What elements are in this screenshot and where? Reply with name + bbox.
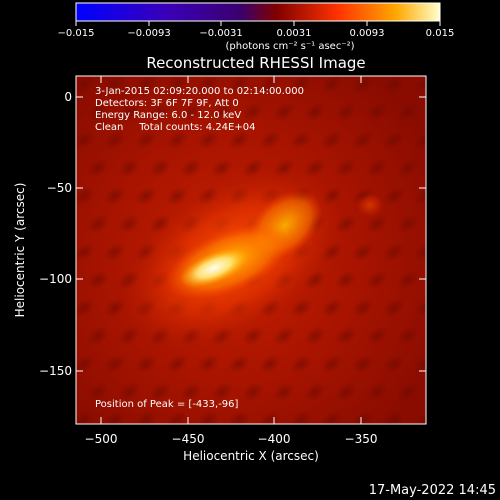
detectors-text: Detectors: 3F 6F 7F 9F, Att 0 [95,98,239,109]
colorbar-tick-label: 0.015 [426,28,455,39]
colorbar [75,2,441,22]
rhessi-image [76,76,426,424]
x-tick-label: −500 [85,432,118,446]
peak-position-text: Position of Peak = [-433,-96] [95,399,239,410]
timestamp: 17-May-2022 14:45 [369,483,496,498]
colorbar-tick-label: −0.015 [57,28,94,39]
plot-frame [75,75,427,425]
time-range-text: 3-Jan-2015 02:09:20.000 to 02:14:00.000 [95,86,304,97]
colorbar-tick-label: −0.0031 [199,28,242,39]
y-tick-label: −150 [39,364,72,378]
plot-title: Reconstructed RHESSI Image [146,54,365,72]
y-tick-label: −100 [39,272,72,286]
colorbar-units: (photons cm⁻² s⁻¹ asec⁻²) [225,41,354,52]
y-axis-label: Heliocentric Y (arcsec) [13,183,27,318]
y-axis [76,96,426,372]
x-tick-label: −350 [345,432,378,446]
y-tick-label: −50 [47,181,72,195]
x-tick-label: −400 [258,432,291,446]
colorbar-tick-label: 0.0093 [350,28,385,39]
y-tick-label: 0 [64,90,72,104]
energy-range-text: Energy Range: 6.0 - 12.0 keV [95,110,241,121]
clean-counts-text: Clean Total counts: 4.24E+04 [95,122,255,133]
colorbar-ticks [75,21,441,26]
colorbar-tick-label: −0.0093 [127,28,170,39]
x-axis [100,76,362,424]
x-axis-label: Heliocentric X (arcsec) [183,449,319,463]
colorbar-tick-label: 0.0031 [277,28,312,39]
x-tick-label: −450 [172,432,205,446]
